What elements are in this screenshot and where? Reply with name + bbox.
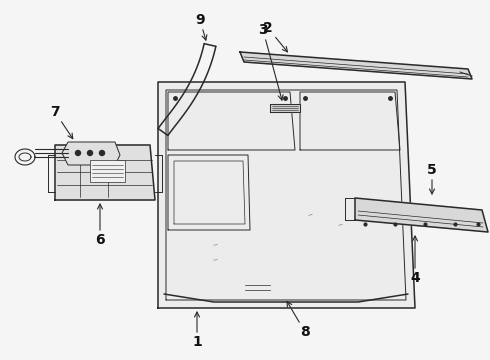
Text: 3: 3 bbox=[258, 23, 283, 100]
Polygon shape bbox=[270, 104, 300, 112]
Text: 6: 6 bbox=[95, 204, 105, 247]
Text: ~: ~ bbox=[211, 241, 219, 249]
Polygon shape bbox=[355, 198, 488, 232]
Text: ~: ~ bbox=[337, 221, 343, 229]
Text: ~: ~ bbox=[306, 211, 314, 219]
Text: 4: 4 bbox=[410, 236, 420, 285]
Polygon shape bbox=[240, 52, 472, 79]
Polygon shape bbox=[158, 82, 415, 308]
FancyBboxPatch shape bbox=[90, 160, 125, 182]
Circle shape bbox=[88, 150, 93, 156]
Polygon shape bbox=[55, 145, 155, 200]
Text: 9: 9 bbox=[195, 13, 207, 40]
Circle shape bbox=[99, 150, 104, 156]
Text: 1: 1 bbox=[192, 312, 202, 349]
Text: 5: 5 bbox=[427, 163, 437, 194]
Text: 8: 8 bbox=[287, 301, 310, 339]
Polygon shape bbox=[62, 142, 120, 165]
Text: 2: 2 bbox=[263, 21, 288, 52]
Circle shape bbox=[75, 150, 80, 156]
Text: ~: ~ bbox=[211, 256, 219, 264]
Text: 7: 7 bbox=[50, 105, 73, 139]
